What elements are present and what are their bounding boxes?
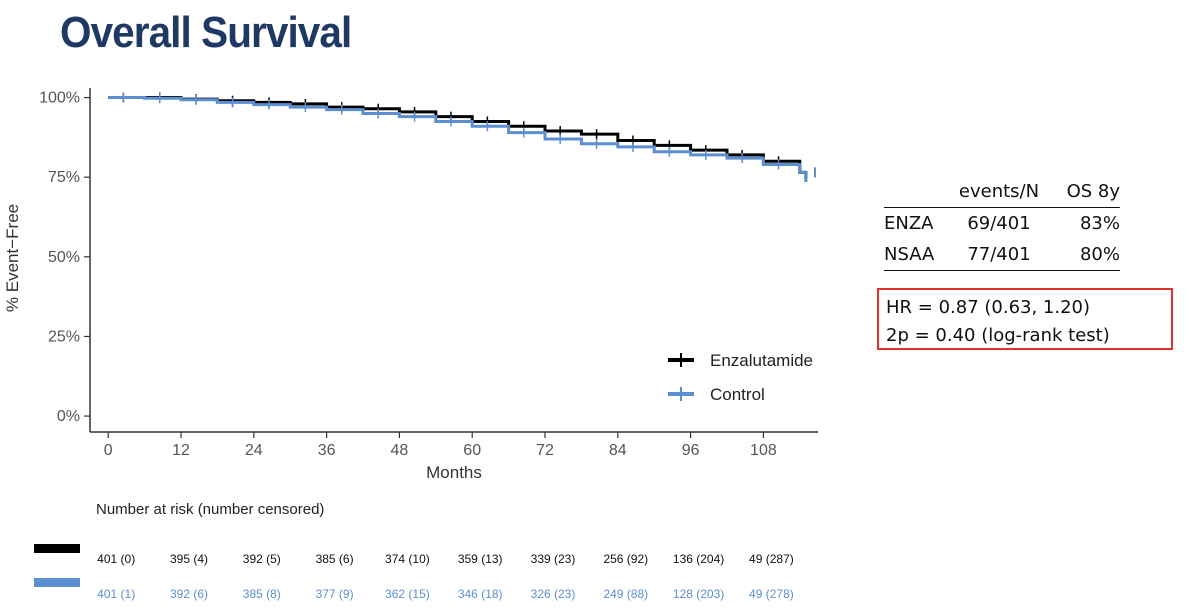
x-tick-label: 84	[609, 442, 627, 459]
risk-row: 401 (1) 392 (6) 385 (8) 377 (9) 362 (15) 346 …	[0, 587, 1200, 603]
summary-cell: 69/401	[967, 213, 1031, 234]
x-tick-label: 24	[245, 442, 263, 459]
risk-cell: 374 (10)	[385, 552, 430, 566]
legend-label: Enzalutamide	[710, 351, 813, 370]
risk-cell: 256 (92)	[603, 552, 649, 566]
risk-cell: 392 (6)	[169, 587, 209, 601]
summary-cell: ENZA	[884, 213, 934, 234]
x-tick-label: 12	[172, 442, 190, 459]
summary-row: ENZA 69/401 83%	[884, 208, 1120, 239]
summary-table: events/N OS 8y ENZA 69/401 83% NSAA 77/4…	[884, 176, 1120, 271]
x-tick-label: 72	[536, 442, 554, 459]
risk-cell: 385 (8)	[242, 587, 281, 601]
risk-cell: 395 (4)	[169, 552, 209, 566]
p-value-text: 2p = 0.40 (log-rank test)	[886, 325, 1110, 346]
summary-cell: NSAA	[884, 244, 935, 265]
x-axis-title: Months	[426, 463, 482, 482]
x-tick-label: 60	[463, 442, 481, 459]
x-tick-label: 48	[391, 442, 409, 459]
km-chart: 0 12 24 36 48 60 72 84 96 108 0% 25% 50% 75% 100% Enza…	[3, 88, 818, 482]
risk-cell: 385 (6)	[315, 552, 354, 566]
summary-header-cell: events/N	[958, 181, 1040, 202]
risk-swatch-control	[34, 578, 80, 587]
risk-cell: 392 (5)	[242, 552, 281, 566]
x-tick-label: 0	[104, 442, 113, 459]
slide-title: Overall Survival	[60, 8, 352, 57]
risk-cell: 362 (15)	[385, 587, 430, 601]
risk-row: 401 (0) 395 (4) 392 (5) 385 (6) 374 (10) 359 …	[0, 552, 1200, 568]
x-tick-label: 108	[750, 442, 777, 459]
risk-table-title: Number at risk (number censored)	[96, 501, 325, 518]
y-tick-label: 0%	[57, 408, 80, 425]
risk-cell: 326 (23)	[530, 587, 576, 601]
risk-cell: 249 (88)	[603, 587, 649, 601]
risk-cell: 49 (278)	[749, 587, 794, 601]
summary-cell: 77/401	[967, 244, 1031, 265]
summary-cell: 80%	[1079, 244, 1120, 265]
risk-swatch-enzalutamide	[34, 544, 80, 553]
y-tick-label: 100%	[39, 90, 80, 107]
km-curve-enzalutamide	[108, 96, 808, 179]
x-tick-label: 96	[682, 442, 700, 459]
risk-cell: 339 (23)	[530, 552, 576, 566]
legend-label: Control	[710, 385, 765, 404]
summary-cell: 83%	[1079, 213, 1120, 234]
risk-cell: 377 (9)	[315, 587, 354, 601]
summary-header-cell: OS 8y	[1066, 181, 1120, 202]
hazard-ratio-box: HR = 0.87 (0.63, 1.20) 2p = 0.40 (log-ra…	[877, 288, 1173, 350]
y-tick-label: 50%	[48, 249, 80, 266]
risk-cell: 401 (1)	[97, 587, 136, 601]
y-tick-label: 75%	[48, 169, 80, 186]
summary-header-row: events/N OS 8y	[884, 176, 1120, 208]
x-tick-label: 36	[318, 442, 336, 459]
summary-row: NSAA 77/401 80%	[884, 239, 1120, 271]
y-axis-title: % Event−Free	[3, 204, 22, 312]
km-curve-control	[108, 96, 808, 182]
risk-cell: 401 (0)	[97, 552, 136, 566]
risk-cell: 346 (18)	[457, 587, 503, 601]
risk-cell: 49 (287)	[749, 552, 794, 566]
risk-cell: 359 (13)	[457, 552, 503, 566]
hazard-ratio-text: HR = 0.87 (0.63, 1.20)	[886, 297, 1091, 318]
y-tick-label: 25%	[48, 328, 80, 345]
risk-cell: 136 (204)	[672, 552, 725, 566]
risk-cell: 128 (203)	[672, 587, 725, 601]
